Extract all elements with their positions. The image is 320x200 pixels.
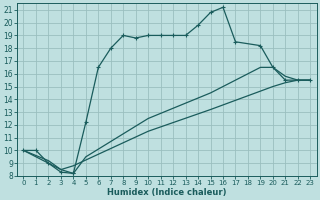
X-axis label: Humidex (Indice chaleur): Humidex (Indice chaleur) [107, 188, 227, 197]
